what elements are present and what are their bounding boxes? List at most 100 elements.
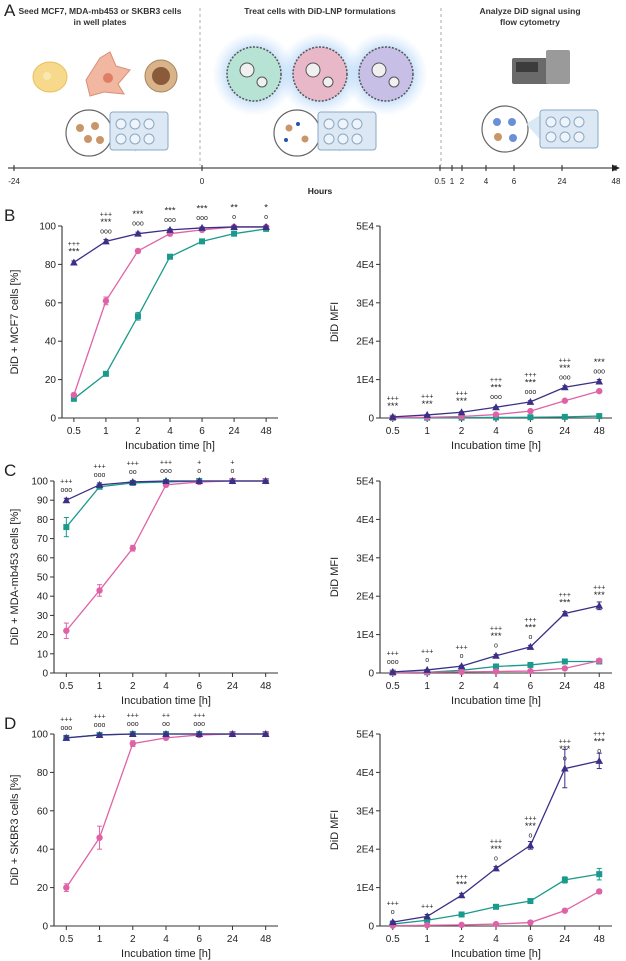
significance-mark: ooo: [94, 472, 106, 479]
y-tick-label: 5E4: [356, 730, 374, 741]
significance-mark: +++: [421, 648, 433, 655]
y-axis-label: DiD MFI: [329, 810, 341, 850]
y-axis-label: DiD MFI: [329, 557, 341, 597]
significance-mark: o: [231, 468, 235, 475]
data-point: [63, 627, 70, 634]
data-point: [95, 480, 104, 488]
data-point: [96, 587, 103, 594]
y-tick-label: 80: [37, 515, 49, 526]
data-point: [561, 907, 569, 914]
x-tick-label: 4: [493, 934, 499, 945]
x-tick-label: 4: [167, 426, 173, 437]
y-tick-label: 1E4: [356, 630, 374, 641]
significance-mark: o: [232, 214, 236, 221]
y-tick-label: 5E4: [356, 222, 374, 233]
data-point: [561, 665, 569, 672]
y-tick-label: 100: [39, 222, 56, 233]
panel-letter: D: [4, 714, 16, 733]
significance-mark: ooo: [387, 659, 399, 666]
significance-mark: +++: [490, 626, 502, 633]
x-tick-label: 48: [594, 426, 606, 437]
significance-mark: o: [528, 634, 532, 641]
data-point: [195, 730, 204, 737]
data-point: [62, 733, 71, 741]
data-point: [561, 609, 569, 617]
significance-mark: +++: [93, 713, 105, 720]
x-axis-label: Incubation time [h]: [451, 440, 541, 452]
data-point: [492, 920, 500, 928]
x-tick-label: 0.5: [386, 426, 400, 437]
significance-mark: ooo: [559, 374, 571, 381]
data-point: [96, 834, 103, 841]
significance-mark: +: [230, 460, 234, 467]
well-plate-icon: [273, 109, 377, 157]
data-point: [228, 477, 237, 484]
data-point: [457, 408, 466, 416]
data-point: [423, 912, 431, 920]
data-point: [195, 477, 204, 484]
data-point: [527, 898, 534, 905]
y-tick-label: 30: [37, 611, 49, 622]
significance-mark: ***: [559, 744, 570, 755]
significance-mark: ooo: [94, 722, 106, 729]
series-navy: [62, 730, 270, 741]
timeline-title: Hours: [308, 186, 333, 196]
y-tick-label: 3E4: [356, 806, 374, 817]
data-point: [199, 238, 206, 245]
data-point: [70, 258, 78, 266]
step-3-title-line-1: Analyze DiD signal using: [479, 6, 580, 16]
x-tick-label: 4: [163, 681, 169, 692]
y-axis-label: DiD MFI: [329, 302, 341, 342]
x-tick-label: 48: [260, 934, 272, 945]
step-2-title: Treat cells with DiD-LNP formulations: [244, 6, 396, 16]
schematic-panel: A Seed MCF7, MDA-mb453 or SKBR3 cells in…: [4, 1, 621, 196]
data-point: [527, 919, 534, 926]
x-axis-label: Incubation time [h]: [121, 695, 211, 707]
panel-letter: C: [4, 461, 16, 480]
x-tick-label: 48: [260, 681, 272, 692]
x-tick-label: 4: [163, 934, 169, 945]
data-point: [134, 229, 142, 237]
significance-mark: +++: [524, 617, 536, 624]
data-point: [231, 230, 238, 237]
data-point: [492, 864, 500, 872]
data-point: [561, 397, 569, 404]
x-tick-label: 0.5: [59, 681, 73, 692]
significance-mark: ***: [490, 383, 501, 394]
x-tick-label: 1: [424, 934, 430, 945]
data-point: [596, 871, 603, 878]
significance-mark: +++: [387, 650, 399, 657]
data-point: [595, 756, 604, 764]
y-tick-label: 60: [37, 806, 49, 817]
y-tick-label: 4E4: [356, 260, 374, 271]
significance-mark: ***: [196, 203, 207, 214]
x-tick-label: 24: [559, 934, 571, 945]
y-tick-label: 100: [31, 730, 48, 741]
significance-mark: ***: [594, 736, 605, 747]
data-point: [493, 663, 499, 670]
data-point: [458, 921, 465, 929]
data-point: [492, 411, 500, 418]
significance-mark: +++: [100, 211, 112, 218]
x-tick-label: 6: [196, 934, 202, 945]
x-tick-label: 1: [424, 681, 430, 692]
data-point: [458, 668, 465, 676]
significance-mark: o: [494, 855, 498, 862]
x-axis-label: Incubation time [h]: [451, 695, 541, 707]
significance-mark: oo: [129, 469, 137, 476]
x-tick-label: 0.5: [386, 934, 400, 945]
significance-mark: +++: [455, 874, 467, 881]
data-point: [526, 841, 535, 849]
y-tick-label: 40: [37, 592, 49, 603]
y-tick-label: 10: [37, 649, 49, 660]
significance-mark: ooo: [490, 394, 502, 401]
data-point: [492, 668, 500, 675]
data-point: [262, 222, 270, 230]
series-pink: [70, 223, 270, 399]
data-point: [561, 383, 569, 391]
timeline-tick-label: 6: [512, 177, 517, 186]
data-point: [424, 917, 431, 924]
significance-mark: ***: [525, 377, 536, 388]
